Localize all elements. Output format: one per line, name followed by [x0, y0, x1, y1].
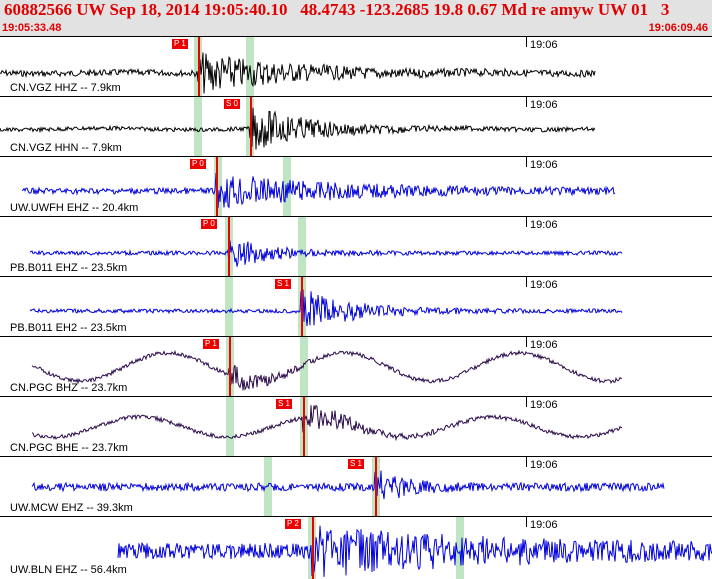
- phase-pick-label[interactable]: P 0: [201, 219, 217, 229]
- time-tick-label: 19:06: [530, 219, 558, 231]
- pick-line: [375, 457, 377, 517]
- trace-panel[interactable]: S 1 19:06 PB.B011 EH2 -- 23.5km: [0, 276, 712, 337]
- phase-pick-label[interactable]: P 1: [203, 339, 219, 349]
- time-tick-label: 19:06: [530, 99, 558, 111]
- pick-line: [250, 97, 252, 157]
- time-tick: [526, 337, 527, 347]
- station-label: CN.PGC BHE -- 23.7km: [10, 442, 128, 454]
- pick-window: [300, 337, 308, 397]
- pick-window: [283, 157, 291, 217]
- seismogram-trace: [31, 349, 623, 391]
- pick-line: [228, 217, 230, 277]
- seismogram: [31, 349, 623, 391]
- trace-panel[interactable]: P 0 19:06 PB.B011 EHZ -- 23.5km: [0, 216, 712, 277]
- pick-window: [226, 397, 234, 457]
- seismogram: [31, 470, 665, 500]
- seismogram-trace: [29, 240, 623, 268]
- time-tick: [526, 457, 527, 467]
- time-tick-label: 19:06: [530, 339, 558, 351]
- phase-pick-label[interactable]: S 1: [276, 399, 293, 409]
- time-start: 19:05:33.48: [2, 22, 62, 34]
- trace-panel[interactable]: S 0 19:06 CN.VGZ HHN -- 7.9km: [0, 96, 712, 157]
- phase-pick-label[interactable]: S 0: [224, 99, 241, 109]
- time-tick-label: 19:06: [530, 159, 558, 171]
- trace-panel[interactable]: P 2 19:06 UW.BLN EHZ -- 56.4km: [0, 516, 712, 579]
- time-tick: [526, 157, 527, 167]
- seismogram: [29, 289, 623, 327]
- time-tick: [526, 397, 527, 407]
- trace-panel[interactable]: S 1 19:06 UW.MCW EHZ -- 39.3km: [0, 456, 712, 517]
- station-label: UW.MCW EHZ -- 39.3km: [10, 502, 133, 514]
- time-tick: [526, 277, 527, 287]
- station-label: PB.B011 EH2 -- 23.5km: [10, 322, 127, 334]
- phase-pick-label[interactable]: P 2: [285, 519, 301, 529]
- phase-pick-label[interactable]: P 1: [172, 39, 188, 49]
- time-tick-label: 19:06: [530, 39, 558, 51]
- station-label: CN.PGC BHZ -- 23.7km: [10, 382, 128, 394]
- trace-panel[interactable]: P 1 19:06 CN.PGC BHZ -- 23.7km: [0, 336, 712, 397]
- seismogram: [117, 525, 712, 577]
- pick-window: [225, 277, 233, 337]
- trace-panel[interactable]: P 1 19:06 CN.VGZ HHZ -- 7.9km: [0, 36, 712, 97]
- time-tick-label: 19:06: [530, 399, 558, 411]
- station-label: UW.BLN EHZ -- 56.4km: [10, 564, 127, 576]
- station-label: CN.VGZ HHN -- 7.9km: [10, 142, 122, 154]
- seismogram-trace: [31, 470, 665, 500]
- seismogram-trace: [117, 525, 712, 577]
- phase-pick-label[interactable]: S 1: [275, 279, 292, 289]
- station-label: PB.B011 EHZ -- 23.5km: [10, 262, 128, 274]
- pick-window: [214, 157, 222, 217]
- event-header: 60882566 UW Sep 18, 2014 19:05:40.10 48.…: [0, 0, 712, 36]
- pick-window: [194, 97, 202, 157]
- seismogram-trace: [0, 105, 596, 150]
- time-tick: [526, 217, 527, 227]
- pick-line: [303, 397, 305, 457]
- trace-panel[interactable]: S 1 19:06 CN.PGC BHE -- 23.7km: [0, 396, 712, 457]
- trace-panels: P 1 19:06 CN.VGZ HHZ -- 7.9km S 0 19:06 …: [0, 36, 712, 579]
- seismogram: [21, 172, 616, 209]
- pick-window: [298, 217, 306, 277]
- seismogram: [0, 52, 596, 94]
- seismogram-trace: [31, 404, 622, 442]
- seismogram-trace: [21, 172, 616, 209]
- seismogram: [0, 105, 596, 150]
- pick-line: [312, 517, 314, 579]
- time-tick: [526, 517, 527, 527]
- pick-line: [198, 37, 200, 97]
- event-title: 60882566 UW Sep 18, 2014 19:05:40.10 48.…: [4, 0, 670, 19]
- phase-pick-label[interactable]: P 0: [190, 159, 206, 169]
- seismogram: [31, 404, 622, 442]
- time-tick-label: 19:06: [530, 459, 558, 471]
- pick-window: [264, 457, 272, 517]
- time-tick-label: 19:06: [530, 279, 558, 291]
- pick-line: [301, 277, 303, 337]
- seismogram: [29, 240, 623, 268]
- time-tick: [526, 37, 527, 47]
- trace-panel[interactable]: P 0 19:06 UW.UWFH EHZ -- 20.4km: [0, 156, 712, 217]
- pick-line: [216, 157, 218, 217]
- seismogram-trace: [29, 289, 623, 327]
- time-tick: [526, 97, 527, 107]
- seismogram-trace: [0, 52, 596, 94]
- time-end: 19:06:09.46: [648, 22, 708, 34]
- time-tick-label: 19:06: [530, 519, 558, 531]
- pick-line: [229, 337, 231, 397]
- pick-window: [456, 517, 464, 579]
- station-label: CN.VGZ HHZ -- 7.9km: [10, 82, 121, 94]
- station-label: UW.UWFH EHZ -- 20.4km: [10, 202, 139, 214]
- phase-pick-label[interactable]: S 1: [348, 459, 365, 469]
